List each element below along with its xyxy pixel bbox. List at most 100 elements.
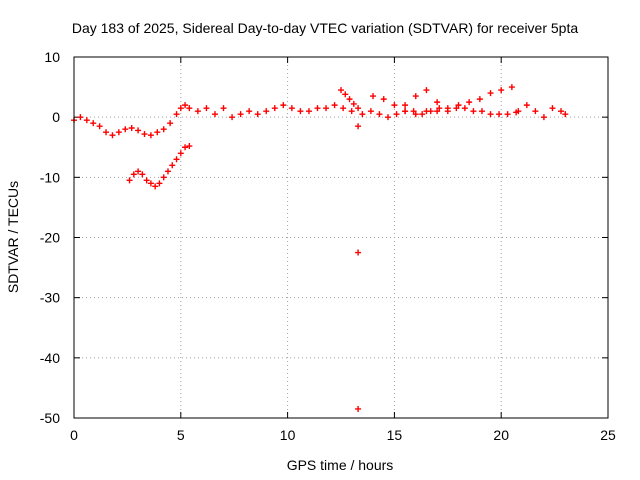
data-point (169, 162, 176, 169)
data-points (71, 84, 569, 412)
data-point (135, 168, 142, 175)
data-point (177, 150, 184, 157)
y-tick-label: 0 (52, 109, 60, 125)
data-point (90, 120, 97, 127)
data-point (346, 96, 353, 103)
data-point (391, 102, 398, 109)
data-point (380, 96, 387, 103)
data-point (122, 126, 129, 133)
data-point (367, 108, 374, 115)
data-point (143, 177, 150, 184)
data-point (135, 127, 142, 134)
data-point (532, 108, 539, 115)
data-point (498, 87, 505, 94)
data-point (487, 111, 494, 118)
data-point (160, 174, 167, 181)
data-point (466, 99, 473, 106)
data-point (271, 105, 278, 112)
data-point (128, 124, 135, 131)
data-point (194, 108, 201, 115)
data-point (130, 171, 137, 178)
data-point (487, 90, 494, 97)
data-point (434, 108, 441, 115)
data-point (504, 111, 511, 118)
data-point (461, 105, 468, 112)
data-point (109, 132, 116, 139)
data-point (147, 132, 154, 139)
data-point (314, 105, 321, 112)
data-point (508, 84, 515, 91)
data-point (115, 129, 122, 136)
data-point (164, 168, 171, 175)
data-point (263, 108, 270, 115)
data-point (384, 114, 391, 121)
y-tick-label: -50 (40, 410, 60, 426)
data-point (96, 123, 103, 130)
x-tick-label: 5 (177, 427, 185, 443)
data-point (393, 111, 400, 118)
data-point (496, 111, 503, 118)
y-tick-label: -20 (40, 230, 60, 246)
data-point (331, 102, 338, 109)
data-point (402, 108, 409, 115)
data-point (350, 100, 357, 107)
data-point (523, 102, 530, 109)
data-point (340, 105, 347, 112)
data-point (355, 405, 362, 412)
y-tick-label: -30 (40, 290, 60, 306)
data-point (288, 105, 295, 112)
data-point (410, 108, 417, 115)
data-point (412, 111, 419, 118)
data-point (77, 114, 84, 121)
data-point (355, 105, 362, 112)
data-point (126, 177, 133, 184)
series-outliers (355, 123, 362, 412)
data-point (167, 120, 174, 127)
data-point (182, 102, 189, 109)
data-point (141, 131, 148, 138)
data-point (237, 111, 244, 118)
data-point (359, 111, 366, 118)
data-point (370, 93, 377, 100)
x-tick-label: 0 (70, 427, 78, 443)
data-point (402, 102, 409, 109)
data-point (476, 96, 483, 103)
data-point (540, 114, 547, 121)
data-point (376, 111, 383, 118)
data-point (453, 105, 460, 112)
data-point (103, 129, 110, 136)
data-point (211, 111, 218, 118)
data-point (478, 108, 485, 115)
y-tick-label: -40 (40, 350, 60, 366)
data-point (305, 108, 312, 115)
series-morning-dip (71, 102, 189, 139)
series-low-arc (126, 143, 193, 190)
x-tick-label: 25 (600, 427, 616, 443)
data-point (342, 91, 349, 98)
data-point (254, 111, 261, 118)
data-point (423, 87, 430, 94)
data-point (83, 117, 90, 124)
x-tick-label: 15 (387, 427, 403, 443)
y-axis-label: SDTVAR / TECUs (5, 181, 21, 293)
data-point (186, 143, 193, 150)
data-point (246, 108, 253, 115)
x-axis-label: GPS time / hours (287, 457, 394, 473)
series-rising-arc-a (370, 93, 441, 118)
series-descending-pass (338, 87, 362, 112)
data-point (280, 102, 287, 109)
data-point (156, 180, 163, 187)
data-point (182, 144, 189, 151)
y-tick-label: -10 (40, 169, 60, 185)
data-point (139, 171, 146, 178)
data-point (470, 108, 477, 115)
data-point (423, 108, 430, 115)
data-point (348, 108, 355, 115)
data-point (434, 99, 441, 106)
series-rising-arc-c (434, 84, 515, 115)
data-point (323, 105, 330, 112)
data-point (412, 93, 419, 100)
data-point (173, 156, 180, 163)
